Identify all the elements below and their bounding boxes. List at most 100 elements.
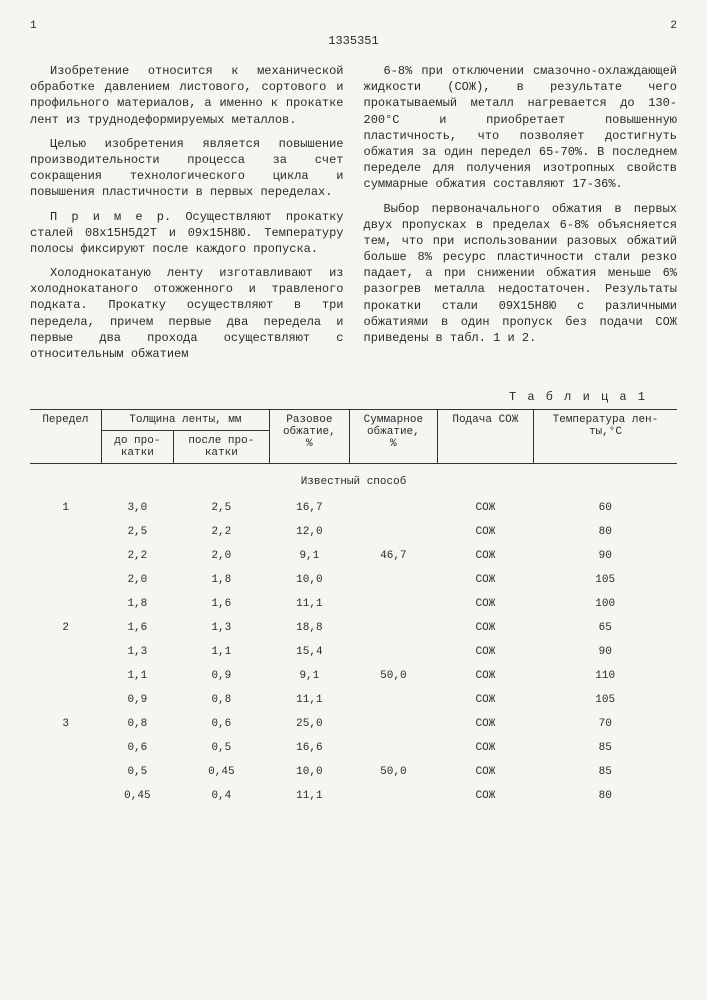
- table-cell: 1,1: [173, 640, 269, 664]
- table-cell: 50,0: [349, 760, 437, 784]
- page-left: 1: [30, 20, 37, 32]
- table-cell: [349, 712, 437, 736]
- results-table: Передел Толщина ленты, мм Разовое обжати…: [30, 409, 677, 808]
- table-cell: 1,8: [101, 592, 173, 616]
- table-row: 2,52,212,0СОЖ80: [30, 520, 677, 544]
- table-cell: 1: [30, 496, 101, 520]
- table-cell: [349, 496, 437, 520]
- table-cell: СОЖ: [437, 544, 533, 568]
- table-cell: 0,6: [173, 712, 269, 736]
- table-cell: 0,5: [173, 736, 269, 760]
- table-cell: 1,3: [173, 616, 269, 640]
- table-cell: СОЖ: [437, 688, 533, 712]
- table-cell: СОЖ: [437, 760, 533, 784]
- th-thickness: Толщина ленты, мм: [101, 410, 269, 431]
- table-cell: 0,45: [173, 760, 269, 784]
- paragraph: Выбор первоначального обжатия в первых д…: [364, 201, 678, 347]
- table-cell: 15,4: [269, 640, 349, 664]
- table-cell: 2: [30, 616, 101, 640]
- table-cell: 80: [533, 520, 677, 544]
- table-cell: [349, 592, 437, 616]
- table-cell: 11,1: [269, 688, 349, 712]
- table-cell: СОЖ: [437, 640, 533, 664]
- table-row: 30,80,625,0СОЖ70: [30, 712, 677, 736]
- left-column: Изобретение относится к механической обр…: [30, 63, 344, 370]
- table-cell: 0,8: [101, 712, 173, 736]
- table-cell: [349, 616, 437, 640]
- table-row: 2,01,810,0СОЖ105: [30, 568, 677, 592]
- table-cell: [30, 736, 101, 760]
- table-cell: 2,5: [173, 496, 269, 520]
- table-cell: 80: [533, 784, 677, 808]
- table-cell: 9,1: [269, 544, 349, 568]
- table-cell: [30, 760, 101, 784]
- table-cell: 10,0: [269, 760, 349, 784]
- table-cell: [30, 664, 101, 688]
- table-cell: 1,1: [101, 664, 173, 688]
- table-cell: СОЖ: [437, 664, 533, 688]
- table-row: 0,60,516,6СОЖ85: [30, 736, 677, 760]
- table-cell: 11,1: [269, 784, 349, 808]
- table-row: 2,22,09,146,7СОЖ90: [30, 544, 677, 568]
- table-label: Т а б л и ц а 1: [30, 390, 647, 404]
- table-cell: 2,2: [101, 544, 173, 568]
- table-cell: 85: [533, 736, 677, 760]
- table-cell: 10,0: [269, 568, 349, 592]
- table-cell: 16,6: [269, 736, 349, 760]
- table-row: 0,50,4510,050,0СОЖ85: [30, 760, 677, 784]
- text-columns: Изобретение относится к механической обр…: [30, 63, 677, 370]
- table-cell: 1,6: [101, 616, 173, 640]
- paragraph: П р и м е р. Осуществляют прокатку стале…: [30, 209, 344, 258]
- table-cell: 18,8: [269, 616, 349, 640]
- table-cell: 100: [533, 592, 677, 616]
- table-cell: 85: [533, 760, 677, 784]
- table-cell: [349, 520, 437, 544]
- table-row: 0,450,411,1СОЖ80: [30, 784, 677, 808]
- table-cell: 2,2: [173, 520, 269, 544]
- table-cell: 3: [30, 712, 101, 736]
- table-cell: 105: [533, 568, 677, 592]
- table-cell: 46,7: [349, 544, 437, 568]
- table-cell: 0,8: [173, 688, 269, 712]
- table-cell: [30, 520, 101, 544]
- table-cell: 50,0: [349, 664, 437, 688]
- table-cell: СОЖ: [437, 592, 533, 616]
- table-cell: СОЖ: [437, 496, 533, 520]
- table-cell: СОЖ: [437, 784, 533, 808]
- table-row: 21,61,318,8СОЖ65: [30, 616, 677, 640]
- paragraph: 6-8% при отключении смазочно-охлаждающей…: [364, 63, 678, 193]
- table-cell: 2,0: [173, 544, 269, 568]
- table-cell: 90: [533, 640, 677, 664]
- th-after: после про- катки: [173, 431, 269, 464]
- table-cell: 0,9: [101, 688, 173, 712]
- table-cell: 110: [533, 664, 677, 688]
- table-cell: [349, 784, 437, 808]
- table-cell: СОЖ: [437, 712, 533, 736]
- table-cell: [349, 688, 437, 712]
- right-column: 6-8% при отключении смазочно-охлаждающей…: [364, 63, 678, 370]
- table-cell: СОЖ: [437, 616, 533, 640]
- table-cell: [30, 688, 101, 712]
- table-cell: [30, 544, 101, 568]
- table-cell: 0,4: [173, 784, 269, 808]
- table-cell: СОЖ: [437, 568, 533, 592]
- paragraph: Холоднокатаную ленту изготавливают из хо…: [30, 265, 344, 362]
- table-cell: [30, 568, 101, 592]
- th-temperature: Температура лен- ты,°C: [533, 410, 677, 464]
- th-peredel: Передел: [30, 410, 101, 464]
- table-cell: 11,1: [269, 592, 349, 616]
- th-before: до про- катки: [101, 431, 173, 464]
- table-row: 13,02,516,7СОЖ60: [30, 496, 677, 520]
- table-cell: 0,5: [101, 760, 173, 784]
- table-cell: 16,7: [269, 496, 349, 520]
- table-row: 1,31,115,4 СОЖ90: [30, 640, 677, 664]
- table-cell: 0,9: [173, 664, 269, 688]
- table-cell: СОЖ: [437, 520, 533, 544]
- table-cell: 3,0: [101, 496, 173, 520]
- table-cell: 2,5: [101, 520, 173, 544]
- table-cell: 1,3: [101, 640, 173, 664]
- table-cell: [30, 784, 101, 808]
- table-cell: 9,1: [269, 664, 349, 688]
- table-cell: 1,8: [173, 568, 269, 592]
- table-cell: 0,6: [101, 736, 173, 760]
